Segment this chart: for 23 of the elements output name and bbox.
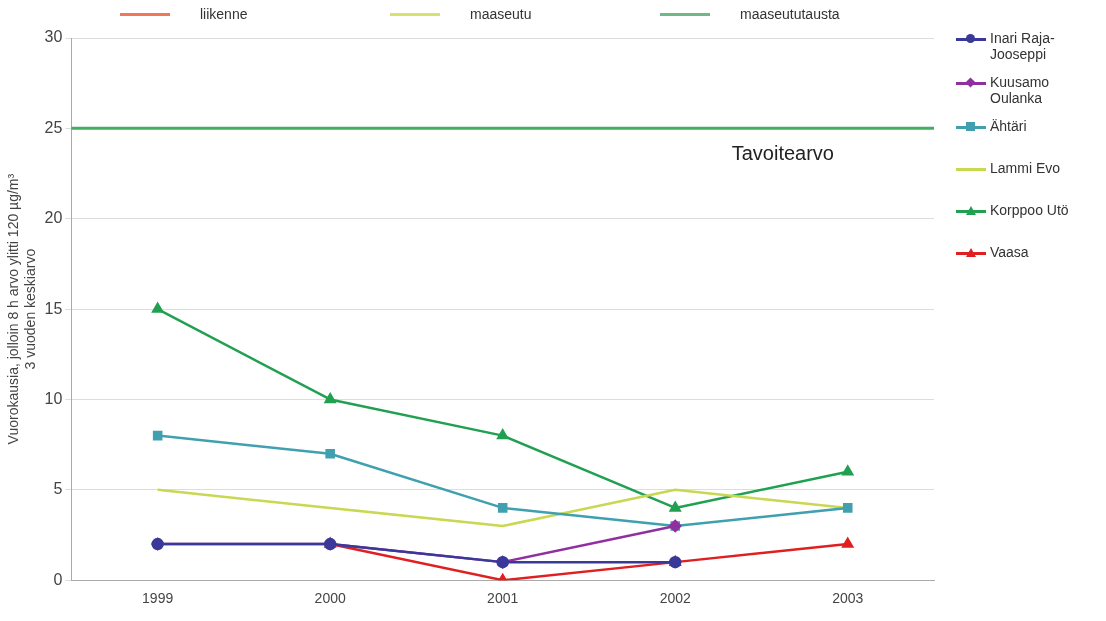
legend-label: maaseututausta [740,6,840,22]
y-tick-label: 15 [44,299,63,317]
legend-label: Ähtäri [990,118,1027,134]
x-tick-label: 2002 [659,590,691,607]
legend-label: Inari Raja-Jooseppi [990,30,1056,62]
x-tick-label: 1999 [142,590,174,607]
y-tick-label: 20 [44,209,63,227]
legend-label: maaseutu [470,6,532,22]
y-tick-label: 25 [44,118,63,136]
x-tick-label: 2000 [314,590,346,607]
y-tick-label: 10 [44,389,63,407]
x-tick-label: 2003 [832,590,864,607]
y-tick-label: 5 [53,480,63,498]
y-axis-title: Vuorokausia, jolloin 8 h arvo ylitti 120 µg/m³ 3 vuoden keskiarvo [5,173,39,445]
x-tick-label: 2001 [487,590,519,607]
legend-label: Kuusamo Oulanka [990,74,1051,106]
y-tick-label: 0 [53,570,63,588]
y-tick-label: 30 [44,28,63,46]
legend-label: Lammi Evo [990,160,1061,176]
legend-label: liikenne [200,6,248,22]
legend-label: Vaasa [990,244,1029,260]
legend-label: Korppoo Utö [990,202,1069,218]
ref-line-label: Tavoitearvo [731,141,834,164]
